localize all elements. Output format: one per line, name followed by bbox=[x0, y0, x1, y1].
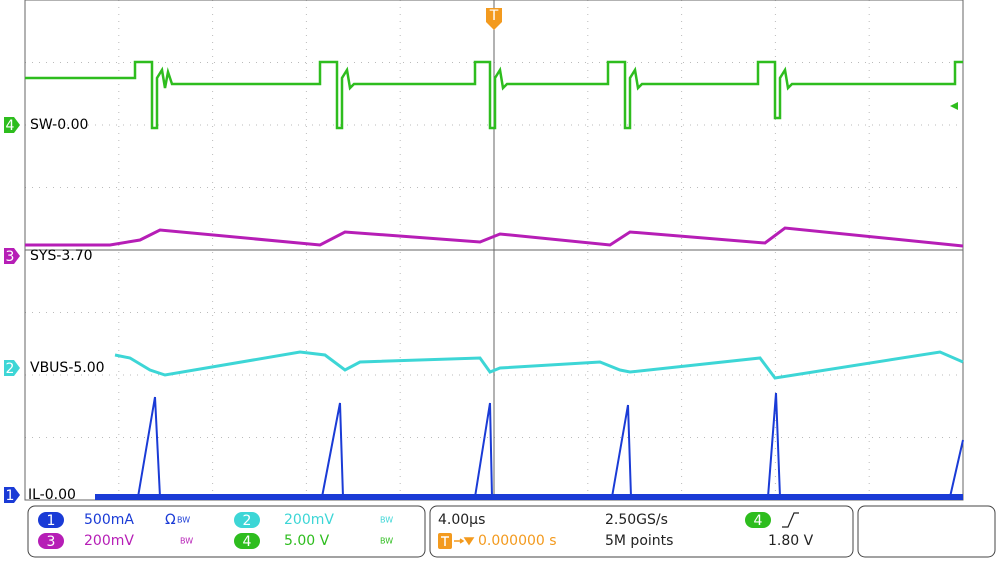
waveform-sw bbox=[25, 60, 963, 130]
vertical-panel: 1 500mA Ω BW 2 200mV BW 3 200mV BW 4 5.0… bbox=[27, 505, 426, 558]
bandwidth: BW bbox=[380, 537, 393, 546]
scale: 200mV bbox=[84, 533, 134, 549]
channel-number: 4 bbox=[6, 118, 15, 134]
record-length: 5M points bbox=[605, 533, 673, 549]
scale: 500mA bbox=[84, 512, 134, 528]
channel-marker: 1 IL-0.00 bbox=[4, 487, 76, 504]
waveform-vbus bbox=[114, 350, 964, 380]
bandwidth: BW bbox=[180, 537, 193, 546]
channel-number: 1 bbox=[47, 513, 56, 529]
waveform-il bbox=[137, 392, 964, 498]
waveform-sys bbox=[25, 226, 964, 248]
bandwidth: BW bbox=[380, 516, 393, 525]
channel-marker: 3 SYS-3.70 bbox=[4, 248, 93, 265]
timebase: 4.00µs bbox=[438, 512, 485, 528]
trigger-level: 1.80 V bbox=[768, 533, 814, 549]
trigger-slope-icon bbox=[782, 512, 799, 528]
channel-label: SW-0.00 bbox=[30, 117, 88, 133]
channel-number: 2 bbox=[243, 513, 252, 529]
channel-marker: 2 VBUS-5.00 bbox=[4, 360, 105, 377]
empty-panel bbox=[857, 505, 996, 558]
channel-label: VBUS-5.00 bbox=[30, 360, 105, 376]
trigger-label: T bbox=[489, 8, 499, 24]
trigger-position: 0.000000 s bbox=[478, 533, 557, 549]
bandwidth: BW bbox=[177, 516, 190, 525]
trigger-marker: T bbox=[486, 8, 502, 30]
channel-label: IL-0.00 bbox=[28, 487, 76, 503]
channel-number: 3 bbox=[47, 534, 56, 550]
scale: 5.00 V bbox=[284, 533, 330, 549]
horizontal-panel: 4.00µs 2.50GS/s 4 0.000000 s 5M points 1… bbox=[429, 505, 854, 558]
trigger-source: 4 bbox=[754, 513, 763, 529]
trigger-icon-letter bbox=[441, 536, 449, 546]
coupling: Ω bbox=[165, 512, 176, 528]
sample-rate: 2.50GS/s bbox=[605, 512, 668, 528]
channel-number: 3 bbox=[6, 249, 15, 265]
channel-number: 2 bbox=[6, 361, 15, 377]
channel-number: 4 bbox=[243, 534, 252, 550]
channel-number: 1 bbox=[6, 488, 15, 504]
scale: 200mV bbox=[284, 512, 334, 528]
channel-marker: 4 SW-0.00 bbox=[4, 117, 88, 134]
trigger-level-marker bbox=[950, 102, 958, 110]
channel-label: SYS-3.70 bbox=[30, 248, 93, 264]
